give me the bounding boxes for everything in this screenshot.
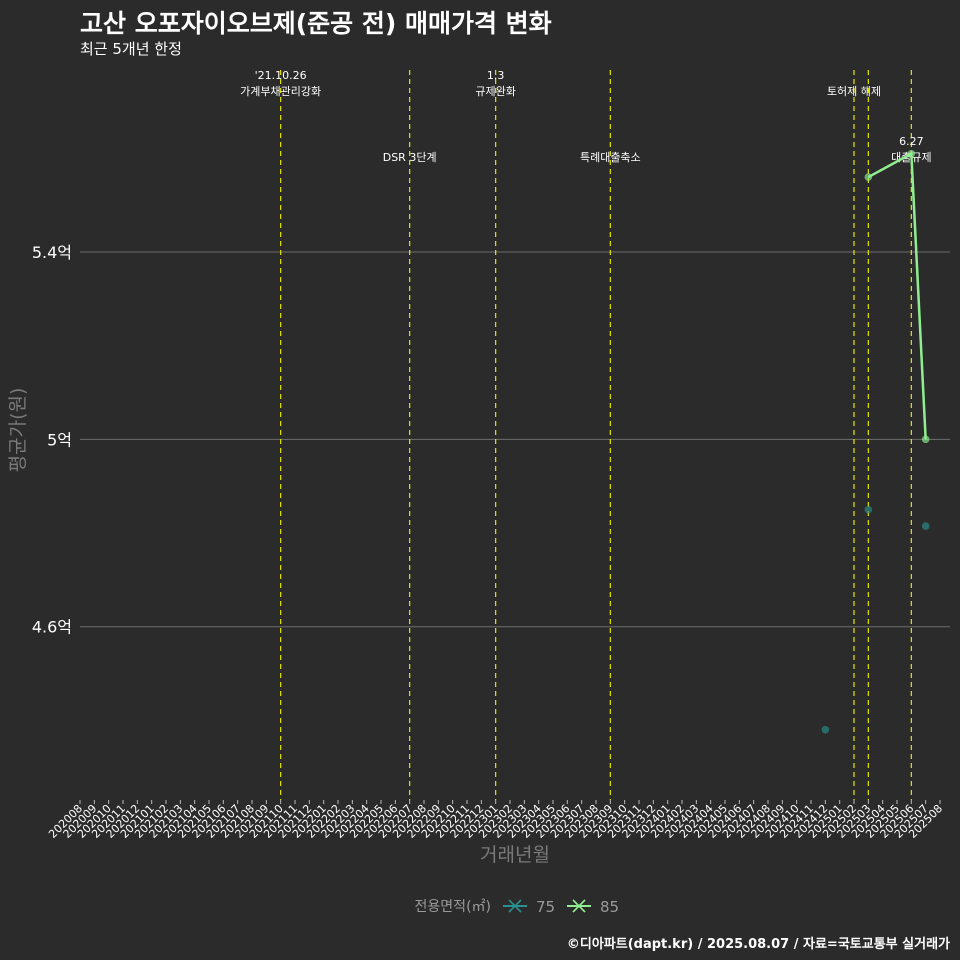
series-85-point (921, 435, 930, 444)
event-label-line: 특례대출축소 (580, 151, 641, 164)
y-tick-label: 4.6억 (32, 618, 72, 637)
event-label-line: 가계부채관리강화 (240, 85, 321, 98)
legend: 전용면적(㎡) 75 85 (415, 898, 620, 916)
legend-label-85: 85 (600, 898, 619, 916)
event-label: 특례대출축소 (580, 151, 641, 164)
event-label-line: '21.10.26 (255, 69, 307, 82)
series-75-point (821, 725, 830, 734)
event-label-line: 6.27 (899, 135, 924, 148)
legend-key-cross (508, 899, 522, 913)
event-label-line: DSR 3단계 (383, 151, 437, 164)
series-85-line (867, 151, 927, 440)
chart-subtitle: 최근 5개년 한정 (80, 40, 182, 58)
legend-label-75: 75 (536, 898, 555, 916)
event-label: 1.3 규제완화 (475, 69, 515, 98)
axis-layer: 4.6억5억5.4억202008202009202010202011202012… (32, 243, 945, 841)
series-75-point (864, 505, 873, 514)
grid-layer (80, 251, 950, 628)
y-tick-label: 5억 (47, 430, 72, 449)
event-label-line: 1.3 (487, 69, 505, 82)
event-label: '21.10.26 가계부채관리강화 (240, 69, 321, 98)
y-tick-label: 5.4억 (32, 243, 72, 262)
legend-key-cross (572, 899, 586, 913)
y-axis-title: 평균가(원) (7, 388, 29, 473)
series-85-point (907, 149, 916, 158)
series-85-point (864, 173, 873, 181)
legend-title: 전용면적(㎡) (415, 899, 491, 915)
event-label: 토허제 해제 (827, 84, 881, 98)
event-label-line: 토허제 해제 (827, 84, 881, 98)
series-layer (821, 149, 930, 734)
event-label-line: 규제완화 (475, 85, 515, 98)
event-label: DSR 3단계 (383, 151, 437, 164)
source-caption: ©디아파트(dapt.kr) / 2025.08.07 / 자료=국토교통부 실… (566, 937, 950, 952)
x-axis-title: 거래년월 (480, 844, 550, 866)
chart-title: 고산 오포자이오브제(준공 전) 매매가격 변화 (80, 9, 552, 38)
series-75-point (921, 522, 930, 530)
